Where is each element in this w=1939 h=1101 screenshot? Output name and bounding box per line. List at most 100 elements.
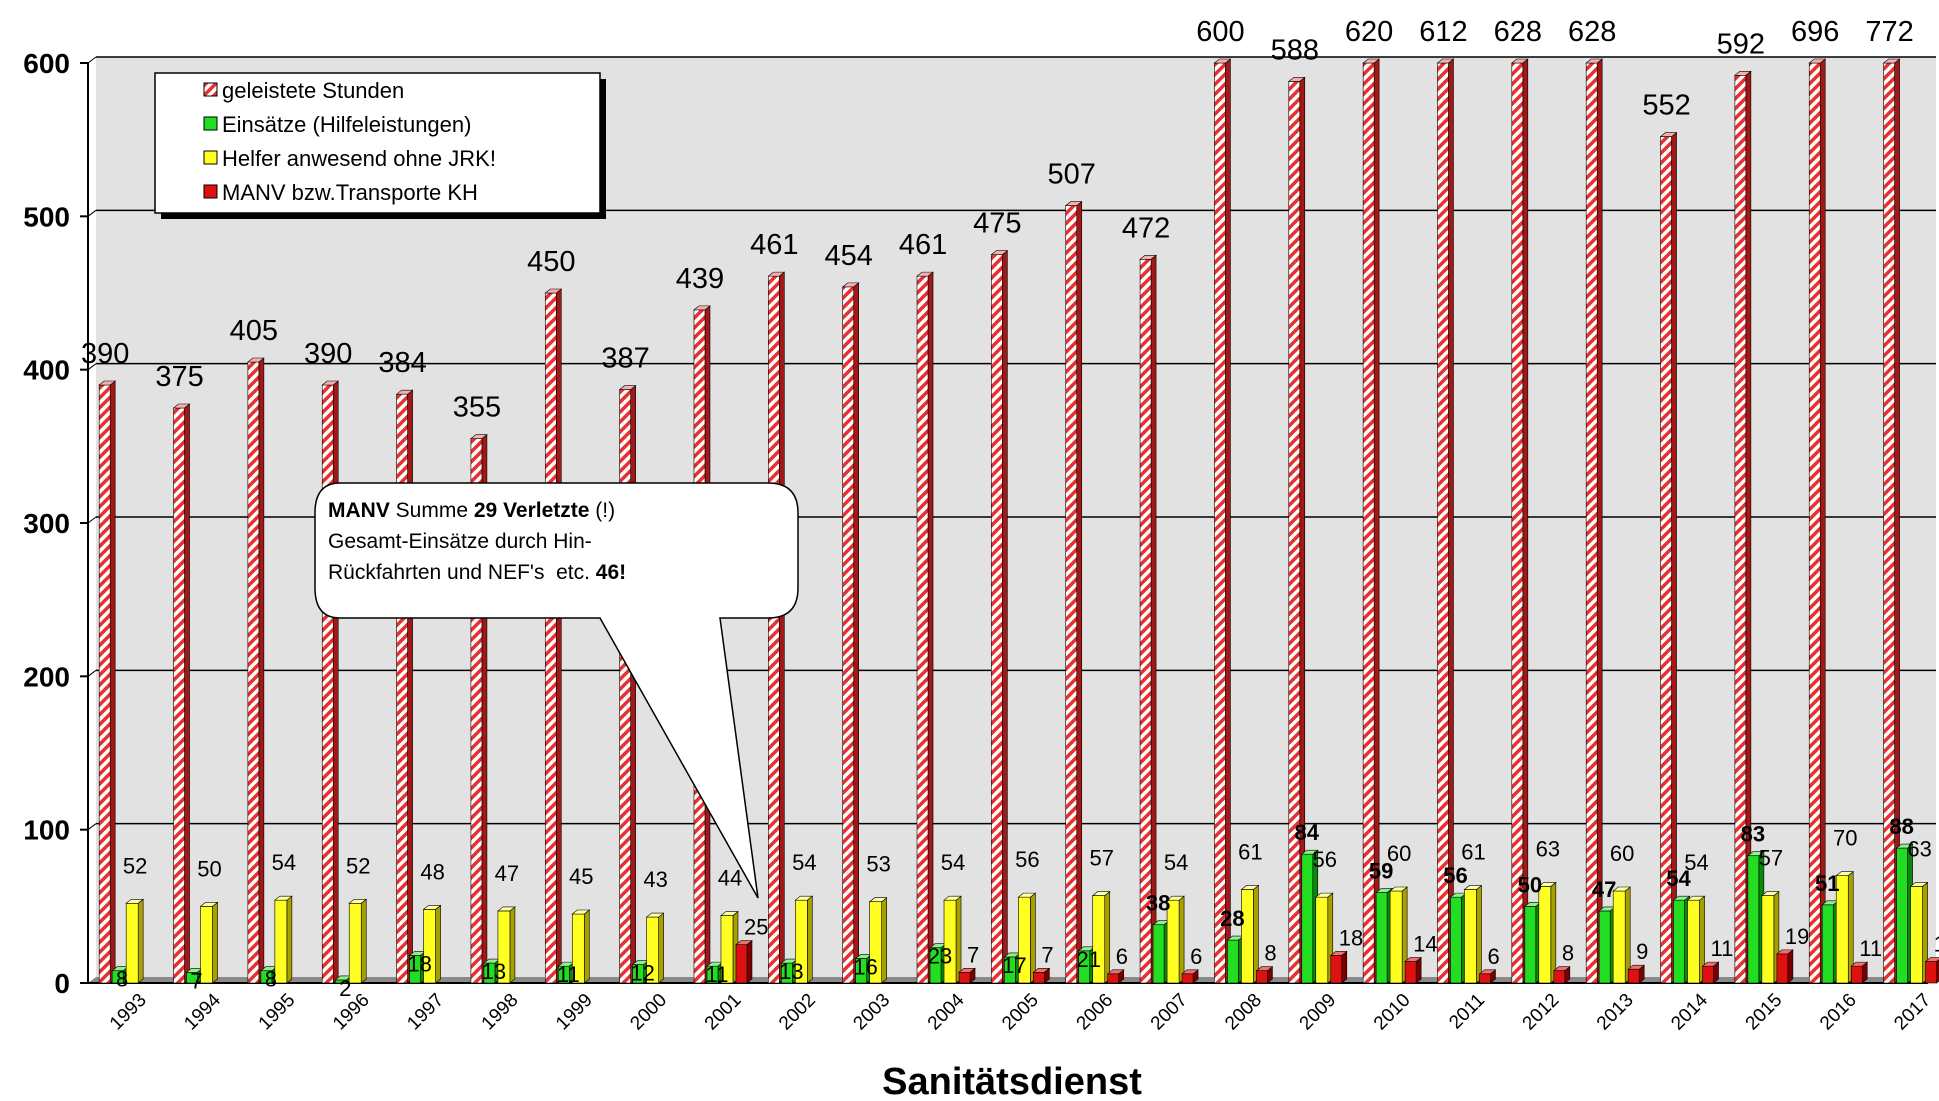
bar-helfer-front [943,899,957,984]
bar-helfer-side [137,898,144,984]
bar-manv-top [1404,957,1422,962]
bar-manv-top [958,967,976,973]
x-tick-label: 2013 [1593,990,1638,1035]
bar-helfer-top [1017,892,1037,898]
data-label-manv: 6 [1487,944,1499,969]
legend-swatch-stunden [203,82,218,97]
bar-einsaetze-top [1300,849,1319,855]
y-tick-label: 300 [23,508,70,539]
bar-manv-top [1627,964,1646,970]
data-label-helfer: 44 [718,866,742,891]
gridline-floor [87,823,97,831]
data-label-helfer: 63 [1536,836,1560,861]
x-tick-label: 2012 [1519,990,1564,1035]
bar-manv-top [1181,969,1199,975]
data-label-manv: 6 [1190,944,1202,969]
y-tick-label: 200 [23,661,70,692]
bar-einsaetze-front [1598,910,1611,984]
x-tick-label: 2005 [998,990,1043,1035]
data-label-einsaetze: 16 [853,954,877,979]
bar-helfer-top [1612,886,1632,892]
data-label-stunden: 461 [750,229,798,261]
bar-helfer-side [212,901,218,984]
data-label-einsaetze: 54 [1666,866,1691,891]
bar-stunden-top [247,357,265,363]
bar-manv [1924,957,1939,984]
bar-helfer-side [286,895,293,984]
bar-helfer [1909,881,1929,984]
bar-helfer [199,901,219,984]
bar-stunden-front [1660,136,1672,984]
data-label-manv: 11 [1859,936,1882,961]
callout-bubble [314,482,799,899]
bar-manv-top [735,940,753,945]
bar-helfer [1686,895,1706,984]
x-tick-label: 2014 [1667,989,1712,1034]
bar-manv-side [1341,950,1348,984]
x-tick-label: 1998 [478,990,523,1035]
bar-stunden [247,357,265,984]
x-tick-label: 2003 [849,990,894,1035]
bar-helfer-top [1240,885,1260,890]
bar-manv [1850,961,1869,984]
bar-einsaetze [1523,901,1542,984]
bar-stunden-side [927,271,934,984]
legend-box [154,72,601,214]
bar-helfer [422,904,442,984]
bar-stunden-front [247,361,260,984]
bar-helfer-top [794,895,814,901]
bar-stunden-top [767,271,786,277]
bars [98,58,1939,984]
bar-helfer [1835,871,1855,984]
bar-stunden-side [1150,254,1157,984]
bar-stunden-top [98,380,117,386]
bar-einsaetze-top [1672,895,1691,901]
bar-helfer [1761,890,1780,984]
data-label-stunden: 628 [1568,16,1616,48]
bar-manv-top [1255,966,1274,972]
data-label-stunden: 439 [676,263,724,295]
bar-helfer-top [1166,895,1185,901]
bar-stunden-side [1448,58,1454,984]
bar-manv [1404,956,1422,984]
y-tick-label: 400 [23,355,70,386]
data-label-stunden: 405 [230,315,278,347]
bar-stunden-side [258,357,265,984]
bar-helfer-side [583,909,590,984]
bar-einsaetze-top [1895,843,1914,849]
bar-manv [1776,949,1794,984]
bar-helfer [1537,881,1557,984]
bar-stunden-top [544,288,563,294]
bar-stunden [172,403,191,984]
callout-line-2: Gesamt-Einsätze durch Hin- [328,530,592,553]
bar-stunden-front [1808,62,1821,984]
bar-stunden-side [1596,58,1603,984]
bar-manv [1106,969,1125,984]
bar-manv-side [1415,956,1422,984]
data-label-einsaetze: 13 [482,959,506,984]
bar-manv-front [1256,970,1268,984]
y-tick-label: 600 [23,48,70,79]
bar-manv [1181,969,1199,984]
bar-stunden-side [1522,58,1529,984]
bar-helfer-top [422,905,442,910]
legend-label-helfer: Helfer anwesend ohne JRK! [222,146,496,171]
bar-helfer [943,895,962,984]
data-label-einsaetze: 7 [190,968,202,993]
bar-einsaetze [1375,887,1393,984]
bar-helfer-top [348,898,368,904]
data-label-helfer: 45 [569,864,593,889]
bar-stunden-front [1139,258,1152,984]
bar-stunden-front [173,407,185,984]
bar-helfer [1463,884,1483,984]
bar-stunden [1436,58,1455,984]
data-label-helfer: 53 [866,852,890,877]
data-label-helfer: 52 [123,853,147,878]
bar-manv-top [1776,949,1794,955]
y-tick-label: 0 [54,968,70,999]
bar-stunden-side [1076,200,1083,984]
bar-helfer-front [1612,890,1626,984]
bar-stunden-side [109,380,116,984]
data-labels: 3908523757504058543902523841848355134745… [81,16,1939,1001]
bar-helfer-side [807,895,813,984]
